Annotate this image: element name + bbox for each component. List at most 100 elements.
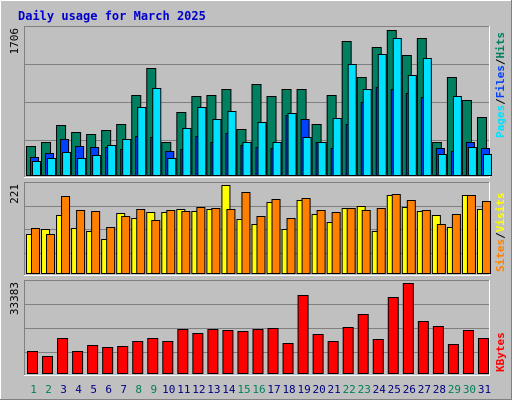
bar-kbytes-day-6 — [102, 347, 114, 374]
bar-kbytes-day-23 — [357, 314, 369, 374]
day-axis-labels: 1 2 3 4 5 6 7 8 9 10 11 12 13 14 15 16 17 18 19 20 21 22 23 24 2… — [30, 383, 491, 396]
legend-item-0: Sites — [494, 239, 507, 272]
bar-kbytes-day-15 — [237, 331, 249, 374]
day-label-18: 18 — [282, 383, 295, 396]
bar-kbytes-day-12 — [192, 333, 204, 374]
bar-sites-day-14 — [226, 209, 236, 274]
bar-kbytes-day-14 — [222, 330, 234, 374]
day-label-1: 1 — [30, 383, 37, 396]
bar-pages-day-1 — [32, 161, 41, 176]
day-label-15: 15 — [237, 383, 250, 396]
bar-kbytes-day-2 — [42, 356, 54, 374]
bar-sites-day-8 — [136, 209, 146, 274]
bar-pages-day-29 — [452, 96, 462, 176]
day-label-22: 22 — [343, 383, 356, 396]
day-label-30: 30 — [463, 383, 476, 396]
bar-kbytes-day-11 — [177, 329, 189, 374]
day-label-13: 13 — [207, 383, 220, 396]
bar-kbytes-day-24 — [372, 339, 384, 374]
day-label-19: 19 — [297, 383, 310, 396]
bar-sites-day-31 — [481, 201, 491, 274]
day-label-6: 6 — [105, 383, 112, 396]
kbytes-panel: 33383 KBytes — [8, 280, 507, 376]
bar-kbytes-day-30 — [462, 330, 474, 374]
bar-kbytes-day-17 — [267, 328, 279, 374]
bar-sites-day-9 — [151, 220, 161, 274]
legend-item-4: Hits — [494, 32, 507, 59]
bar-kbytes-day-22 — [342, 327, 354, 374]
bar-sites-day-18 — [286, 218, 296, 274]
bar-pages-day-22 — [347, 64, 357, 176]
chart-title: Daily usage for March 2025 — [18, 9, 206, 23]
bar-pages-day-31 — [482, 154, 492, 176]
legend-item-1: / — [494, 232, 507, 239]
bar-pages-day-27 — [422, 58, 432, 176]
bar-pages-day-16 — [257, 122, 267, 176]
bar-sites-day-29 — [451, 214, 461, 274]
day-label-2: 2 — [45, 383, 52, 396]
bar-kbytes-day-18 — [282, 343, 294, 374]
bar-kbytes-day-20 — [312, 334, 324, 374]
day-label-11: 11 — [177, 383, 190, 396]
day-label-28: 28 — [433, 383, 446, 396]
bar-sites-day-4 — [76, 210, 86, 274]
bar-kbytes-day-28 — [432, 326, 444, 374]
bar-pages-day-19 — [302, 137, 312, 176]
day-label-27: 27 — [418, 383, 431, 396]
day-label-3: 3 — [60, 383, 67, 396]
bar-sites-day-2 — [46, 234, 56, 274]
legend-item-3: / — [494, 58, 507, 65]
bar-kbytes-day-4 — [72, 351, 84, 374]
bar-sites-day-16 — [256, 216, 266, 274]
y-max-label: 33383 — [8, 282, 21, 315]
day-label-20: 20 — [313, 383, 326, 396]
bar-sites-day-22 — [346, 208, 356, 274]
bar-sites-day-19 — [301, 198, 311, 274]
bar-sites-day-12 — [196, 207, 206, 274]
legend-visits-sites: Sites/Visits — [494, 193, 507, 273]
legend-item-0: Pages — [494, 105, 507, 138]
bar-pages-day-9 — [152, 88, 162, 176]
day-label-4: 4 — [75, 383, 82, 396]
bar-pages-day-15 — [242, 142, 252, 176]
day-label-17: 17 — [267, 383, 280, 396]
day-label-14: 14 — [222, 383, 236, 396]
y-max-label: 1706 — [8, 28, 21, 55]
bar-sites-day-13 — [211, 208, 221, 274]
bar-pages-day-13 — [212, 119, 222, 176]
bar-sites-day-6 — [106, 227, 116, 274]
bar-kbytes-day-10 — [162, 341, 174, 374]
bar-kbytes-day-16 — [252, 329, 264, 374]
bar-sites-day-11 — [181, 211, 191, 274]
bar-kbytes-day-8 — [132, 341, 144, 374]
bar-kbytes-day-26 — [402, 283, 414, 374]
legend-item-2: Files — [494, 65, 507, 98]
bar-kbytes-day-29 — [447, 344, 459, 374]
day-label-7: 7 — [120, 383, 127, 396]
bar-pages-day-30 — [467, 147, 477, 176]
bar-sites-day-30 — [466, 195, 476, 274]
bar-pages-day-18 — [287, 113, 297, 176]
legend-item-2: Visits — [494, 193, 507, 233]
bar-pages-day-3 — [62, 152, 72, 176]
bar-sites-day-5 — [91, 211, 101, 274]
bar-pages-day-24 — [377, 54, 387, 176]
bar-pages-day-10 — [167, 158, 177, 176]
bar-pages-day-14 — [227, 111, 237, 176]
day-label-9: 9 — [150, 383, 157, 396]
day-label-16: 16 — [252, 383, 265, 396]
day-label-8: 8 — [135, 383, 142, 396]
day-label-23: 23 — [358, 383, 371, 396]
bar-kbytes-day-3 — [57, 338, 69, 374]
day-label-26: 26 — [403, 383, 416, 396]
bar-sites-day-20 — [316, 210, 326, 274]
day-label-29: 29 — [448, 383, 461, 396]
bar-pages-day-8 — [137, 107, 147, 176]
bar-kbytes-day-25 — [387, 297, 399, 374]
bar-pages-day-5 — [92, 155, 102, 176]
bar-kbytes-day-7 — [117, 346, 129, 374]
bar-sites-day-23 — [361, 210, 371, 274]
